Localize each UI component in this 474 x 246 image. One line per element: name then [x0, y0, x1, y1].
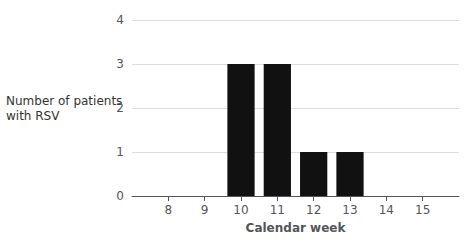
svg-text:13: 13: [342, 203, 357, 217]
svg-text:9: 9: [201, 203, 209, 217]
svg-text:8: 8: [165, 203, 173, 217]
svg-text:1: 1: [116, 145, 124, 159]
svg-text:2: 2: [116, 101, 124, 115]
svg-text:Calendar week: Calendar week: [246, 221, 347, 235]
svg-text:12: 12: [306, 203, 321, 217]
svg-text:0: 0: [116, 189, 124, 203]
svg-text:Number of patients: Number of patients: [6, 94, 122, 108]
svg-text:14: 14: [379, 203, 394, 217]
svg-text:11: 11: [270, 203, 285, 217]
svg-text:10: 10: [233, 203, 248, 217]
svg-text:3: 3: [116, 57, 124, 71]
svg-text:with RSV: with RSV: [6, 109, 60, 123]
svg-text:4: 4: [116, 13, 124, 27]
svg-text:15: 15: [415, 203, 430, 217]
